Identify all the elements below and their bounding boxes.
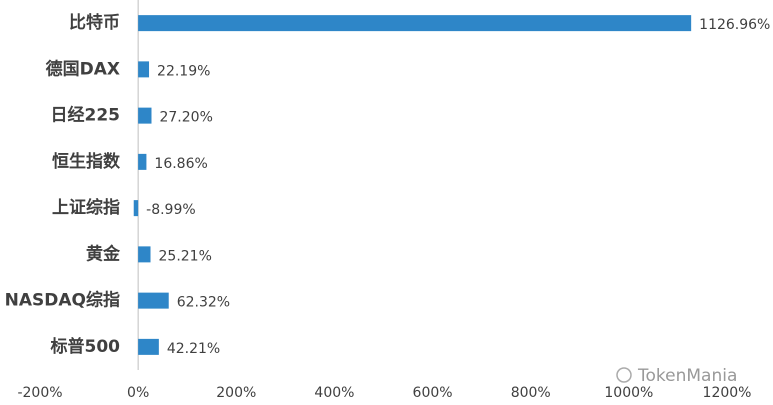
value-label: 42.21% (167, 341, 220, 357)
category-label: NASDAQ综指 (5, 290, 120, 311)
bar (138, 153, 147, 170)
value-label: 25.21% (159, 248, 212, 264)
bar (138, 338, 159, 355)
value-label: -8.99% (146, 202, 196, 218)
x-tick-label: 1000% (604, 385, 653, 401)
watermark-icon (616, 367, 632, 383)
bar (138, 246, 151, 263)
x-tick-label: -200% (17, 385, 62, 401)
bar (133, 200, 139, 217)
value-label: 62.32% (177, 295, 230, 311)
category-label: 标普500 (51, 336, 121, 357)
category-label: 恒生指数 (52, 151, 121, 172)
value-label: 1126.96% (699, 17, 770, 33)
value-label: 27.20% (159, 110, 212, 126)
watermark: TokenMania (616, 366, 737, 386)
watermark-text: TokenMania (637, 366, 737, 386)
x-tick-label: 800% (511, 385, 551, 401)
x-tick-label: 0% (127, 385, 149, 401)
bar (138, 61, 150, 78)
category-label: 日经225 (51, 105, 121, 126)
x-tick-label: 400% (314, 385, 354, 401)
x-tick-label: 1200% (703, 385, 752, 401)
bar (138, 107, 152, 124)
x-tick-label: 200% (216, 385, 256, 401)
category-label: 比特币 (69, 12, 120, 33)
value-label: 22.19% (157, 63, 210, 79)
category-label: 德国DAX (46, 58, 120, 79)
x-tick-label: 600% (413, 385, 453, 401)
category-label: 黄金 (86, 243, 121, 264)
category-label: 上证综指 (52, 197, 120, 218)
bar (138, 15, 692, 32)
value-label: 16.86% (154, 156, 207, 172)
bar (138, 292, 169, 309)
